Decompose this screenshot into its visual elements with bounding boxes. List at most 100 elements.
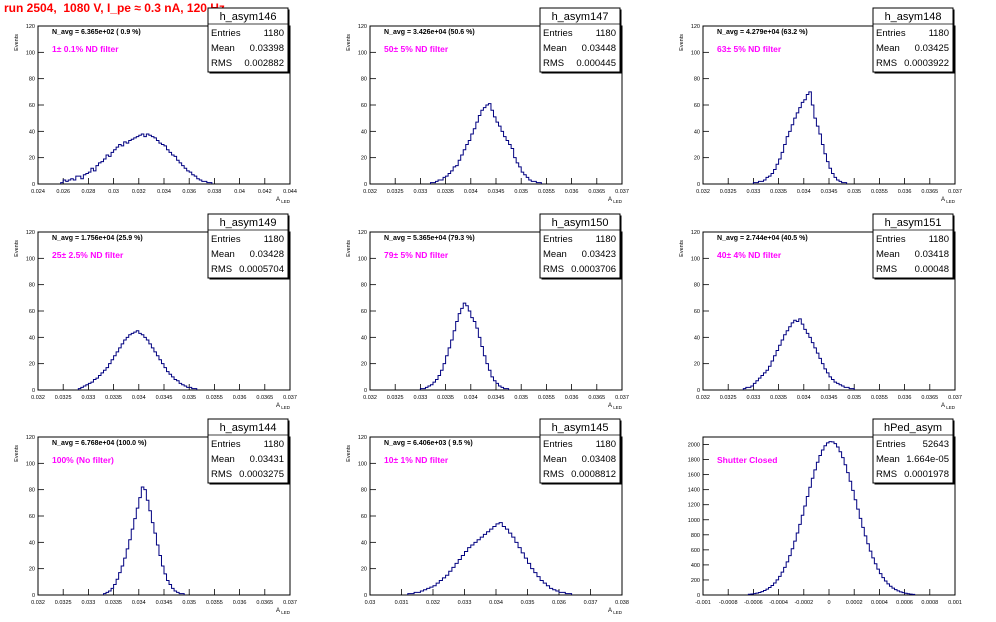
y-tick-label: 40 (361, 129, 367, 135)
stats-label: Mean (876, 454, 900, 465)
y-tick-label: 100 (691, 256, 700, 262)
stats-label: Entries (211, 28, 241, 39)
stats-label: Entries (543, 28, 573, 39)
y-tick-label: 120 (26, 230, 35, 236)
x-tick-label: 0.0365 (588, 395, 605, 401)
x-tick-label: 0.0345 (156, 395, 173, 401)
y-tick-label: 100 (26, 461, 35, 467)
filter-annotation: 25± 2.5% ND filter (52, 250, 124, 260)
histogram-line (60, 133, 213, 184)
y-tick-label: 60 (361, 103, 367, 109)
stats-value: 0.000445 (576, 58, 616, 69)
x-tick-label: 0.0335 (437, 395, 454, 401)
stats-label: Mean (543, 454, 567, 465)
stats-label: Entries (876, 439, 906, 450)
filter-annotation: 79± 5% ND filter (384, 250, 449, 260)
panel-h_asym147: 0 20 40 60 80 100 120 0.032 0.0325 0.033 0.0335 0.0… (346, 7, 629, 204)
y-axis-title: Events (679, 34, 685, 51)
n-avg-label: N_avg = 3.426e+04 (50.6 %) (384, 29, 475, 36)
stats-value: 1180 (264, 234, 284, 245)
x-tick-label: 0.0325 (55, 600, 72, 606)
x-tick-label: 0.033 (414, 395, 428, 401)
x-tick-label: 0.032 (426, 600, 440, 606)
x-tick-label: 0.001 (948, 600, 962, 606)
n-avg-label: N_avg = 1.756e+04 (25.9 %) (52, 235, 143, 242)
x-tick-label: 0.0325 (720, 395, 737, 401)
x-tick-label: 0.033 (458, 600, 472, 606)
y-tick-label: 0 (697, 388, 700, 394)
x-tick-label: 0.032 (696, 189, 710, 195)
x-tick-label: 0.038 (208, 189, 222, 195)
stats-box (539, 7, 621, 73)
x-tick-label: 0.0355 (871, 189, 888, 195)
stats-value: 0.0003275 (239, 469, 284, 480)
x-tick-label: 0.044 (283, 189, 297, 195)
x-tick-label: 0.0325 (55, 395, 72, 401)
x-tick-label: 0.032 (31, 395, 45, 401)
stats-title: h_asym149 (220, 217, 277, 229)
x-tick-label: 0.0345 (488, 189, 505, 195)
x-tick-label: 0.0335 (437, 189, 454, 195)
y-tick-label: 0 (697, 593, 700, 599)
x-tick-label: 0.0335 (105, 395, 122, 401)
histogram-line (429, 103, 542, 184)
x-tick-label: 0.03 (365, 600, 376, 606)
stats-value: 0.03431 (250, 454, 284, 465)
y-tick-label: 20 (29, 362, 35, 368)
x-tick-label: 0.036 (898, 395, 912, 401)
y-tick-label: 20 (694, 362, 700, 368)
panel-h_asym149: 0 20 40 60 80 100 120 0.032 0.0325 0.033 0.0335 0.0… (14, 213, 297, 410)
stats-value: 0.03408 (582, 454, 616, 465)
x-tick-label: 0.033 (414, 189, 428, 195)
stats-title: h_asym146 (220, 11, 277, 23)
stats-title: h_asym145 (552, 422, 609, 434)
x-tick-label: 0.034 (797, 395, 811, 401)
y-axis-title: Events (14, 34, 20, 51)
x-tick-label: 0.031 (395, 600, 409, 606)
n-avg-label: N_avg = 4.279e+04 (63.2 %) (717, 29, 808, 36)
y-tick-label: 80 (361, 77, 367, 83)
y-tick-label: 600 (691, 548, 700, 554)
y-tick-label: 100 (358, 461, 367, 467)
stats-value: 0.03423 (582, 249, 616, 260)
x-tick-label: 0.032 (363, 189, 377, 195)
x-tick-label: 0.0355 (871, 395, 888, 401)
y-axis-title: Events (14, 240, 20, 257)
x-tick-label: 0.036 (898, 189, 912, 195)
x-tick-label: 0.0355 (206, 395, 223, 401)
histogram-line (103, 486, 185, 595)
y-tick-label: 120 (691, 24, 700, 30)
x-tick-label: 0.0325 (720, 189, 737, 195)
x-tick-label: 0.035 (847, 189, 861, 195)
panel-h_asym148: 0 20 40 60 80 100 120 0.032 0.0325 0.033 0.0335 0.0… (679, 7, 962, 204)
y-tick-label: 120 (691, 230, 700, 236)
x-tick-label: 0.0345 (488, 395, 505, 401)
stats-label: Mean (211, 249, 235, 260)
y-axis-title: Events (346, 34, 352, 51)
stats-box (872, 213, 954, 279)
stats-value: 1180 (596, 439, 616, 450)
x-tick-label: 0.034 (464, 395, 478, 401)
y-tick-label: 40 (29, 335, 35, 341)
x-tick-label: 0.0365 (921, 395, 938, 401)
y-tick-label: 80 (694, 283, 700, 289)
x-tick-label: 0.037 (283, 600, 297, 606)
filter-annotation: 50± 5% ND filter (384, 44, 449, 54)
filter-annotation: 63± 5% ND filter (717, 44, 782, 54)
x-tick-label: 0.036 (565, 395, 579, 401)
stats-value: 1180 (264, 28, 284, 39)
x-tick-label: 0.0006 (896, 600, 913, 606)
stats-title: hPed_asym (884, 422, 942, 434)
histogram-line (752, 91, 848, 184)
stats-box (872, 7, 954, 73)
x-tick-label: 0.036 (182, 189, 196, 195)
x-tick-label: 0.034 (132, 600, 146, 606)
x-tick-label: 0.0345 (156, 600, 173, 606)
x-tick-label: 0.0365 (256, 600, 273, 606)
y-tick-label: 100 (358, 50, 367, 56)
y-tick-label: 100 (26, 50, 35, 56)
x-axis-title: A LED (276, 197, 291, 204)
n-avg-label: N_avg = 5.365e+04 (79.3 %) (384, 235, 475, 242)
x-axis-title: A LED (608, 403, 623, 410)
stats-title: h_asym150 (552, 217, 609, 229)
